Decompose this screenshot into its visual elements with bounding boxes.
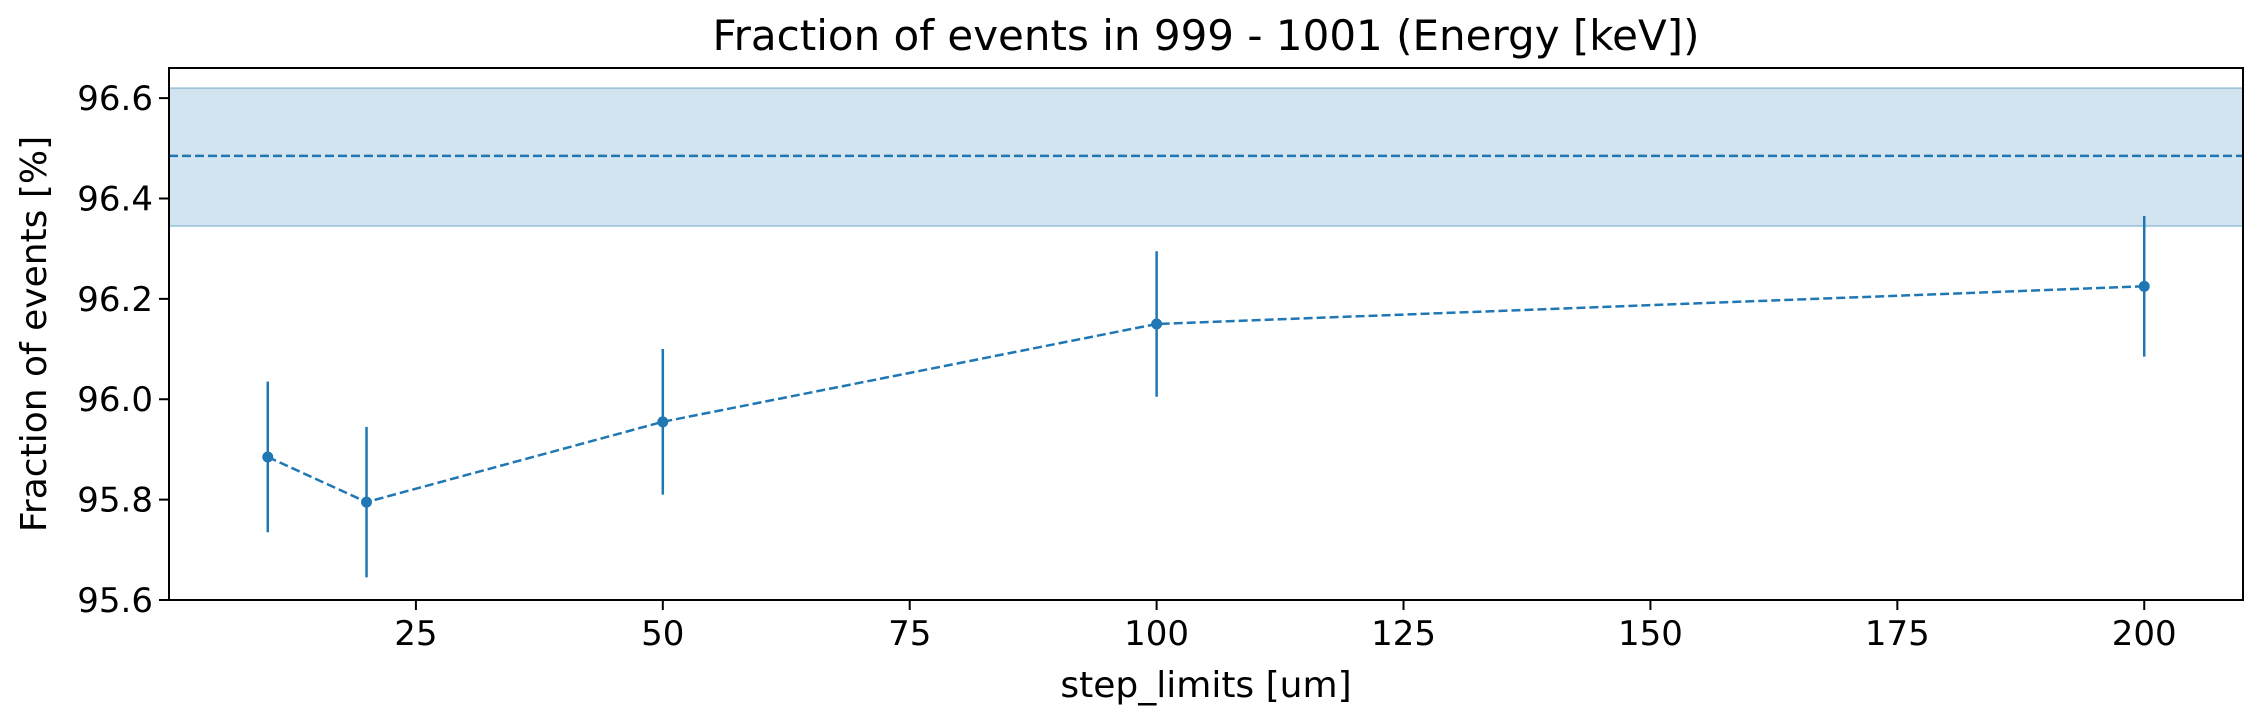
y-tick-label: 95.8	[77, 481, 153, 521]
x-tick-label: 125	[1371, 614, 1436, 654]
x-tick-label: 25	[394, 614, 437, 654]
axes-frame	[168, 67, 2244, 601]
data-point	[2138, 280, 2150, 292]
y-axis-ticks: 95.6 95.8 96.0 96.2 96.4 96.6	[77, 79, 169, 621]
data-point	[262, 451, 274, 463]
reference-band-layer	[168, 87, 2244, 228]
data-point	[657, 416, 669, 428]
chart-title: Fraction of events in 999 - 1001 (Energy…	[713, 11, 1700, 60]
y-tick-label: 96.2	[77, 280, 153, 320]
reference-band	[168, 87, 2244, 228]
x-tick-label: 75	[888, 614, 931, 654]
data-point	[361, 496, 373, 508]
x-axis-ticks: 25 50 75 100 125 150 175 200	[394, 600, 2177, 654]
series-layer	[262, 216, 2150, 578]
x-tick-label: 175	[1865, 614, 1930, 654]
y-tick-label: 96.4	[77, 179, 153, 219]
x-tick-label: 200	[2112, 614, 2177, 654]
y-tick-label: 96.0	[77, 380, 153, 420]
y-axis-label: Fraction of events [%]	[14, 136, 55, 532]
series-line	[267, 285, 2145, 504]
x-axis-label: step_limits [um]	[1060, 665, 1351, 706]
y-tick-label: 96.6	[77, 79, 153, 119]
x-tick-label: 100	[1124, 614, 1189, 654]
data-point	[1151, 318, 1163, 330]
x-tick-label: 50	[641, 614, 684, 654]
y-tick-label: 95.6	[77, 581, 153, 621]
x-tick-label: 150	[1618, 614, 1683, 654]
